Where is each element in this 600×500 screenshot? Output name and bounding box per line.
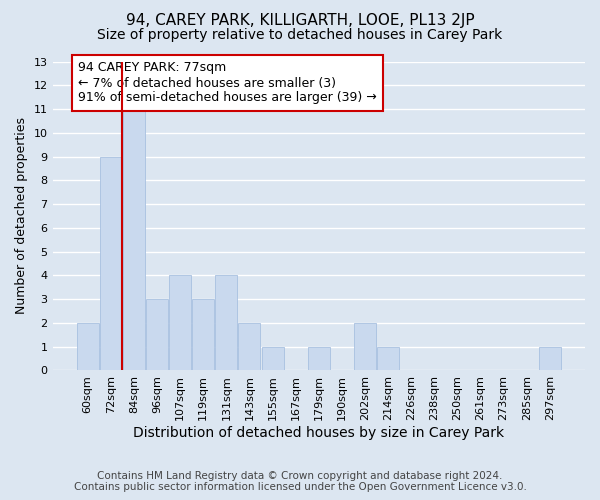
Text: 94, CAREY PARK, KILLIGARTH, LOOE, PL13 2JP: 94, CAREY PARK, KILLIGARTH, LOOE, PL13 2… bbox=[125, 12, 475, 28]
Text: 94 CAREY PARK: 77sqm
← 7% of detached houses are smaller (3)
91% of semi-detache: 94 CAREY PARK: 77sqm ← 7% of detached ho… bbox=[79, 62, 377, 104]
Bar bbox=[100, 156, 122, 370]
Bar bbox=[377, 346, 399, 370]
Bar bbox=[238, 323, 260, 370]
Bar bbox=[123, 109, 145, 370]
Bar bbox=[308, 346, 330, 370]
Bar bbox=[215, 276, 238, 370]
Bar bbox=[146, 299, 168, 370]
X-axis label: Distribution of detached houses by size in Carey Park: Distribution of detached houses by size … bbox=[133, 426, 505, 440]
Bar bbox=[77, 323, 98, 370]
Y-axis label: Number of detached properties: Number of detached properties bbox=[15, 118, 28, 314]
Text: Contains HM Land Registry data © Crown copyright and database right 2024.
Contai: Contains HM Land Registry data © Crown c… bbox=[74, 471, 526, 492]
Bar bbox=[354, 323, 376, 370]
Bar bbox=[192, 299, 214, 370]
Bar bbox=[169, 276, 191, 370]
Bar bbox=[539, 346, 561, 370]
Bar bbox=[262, 346, 284, 370]
Text: Size of property relative to detached houses in Carey Park: Size of property relative to detached ho… bbox=[97, 28, 503, 42]
